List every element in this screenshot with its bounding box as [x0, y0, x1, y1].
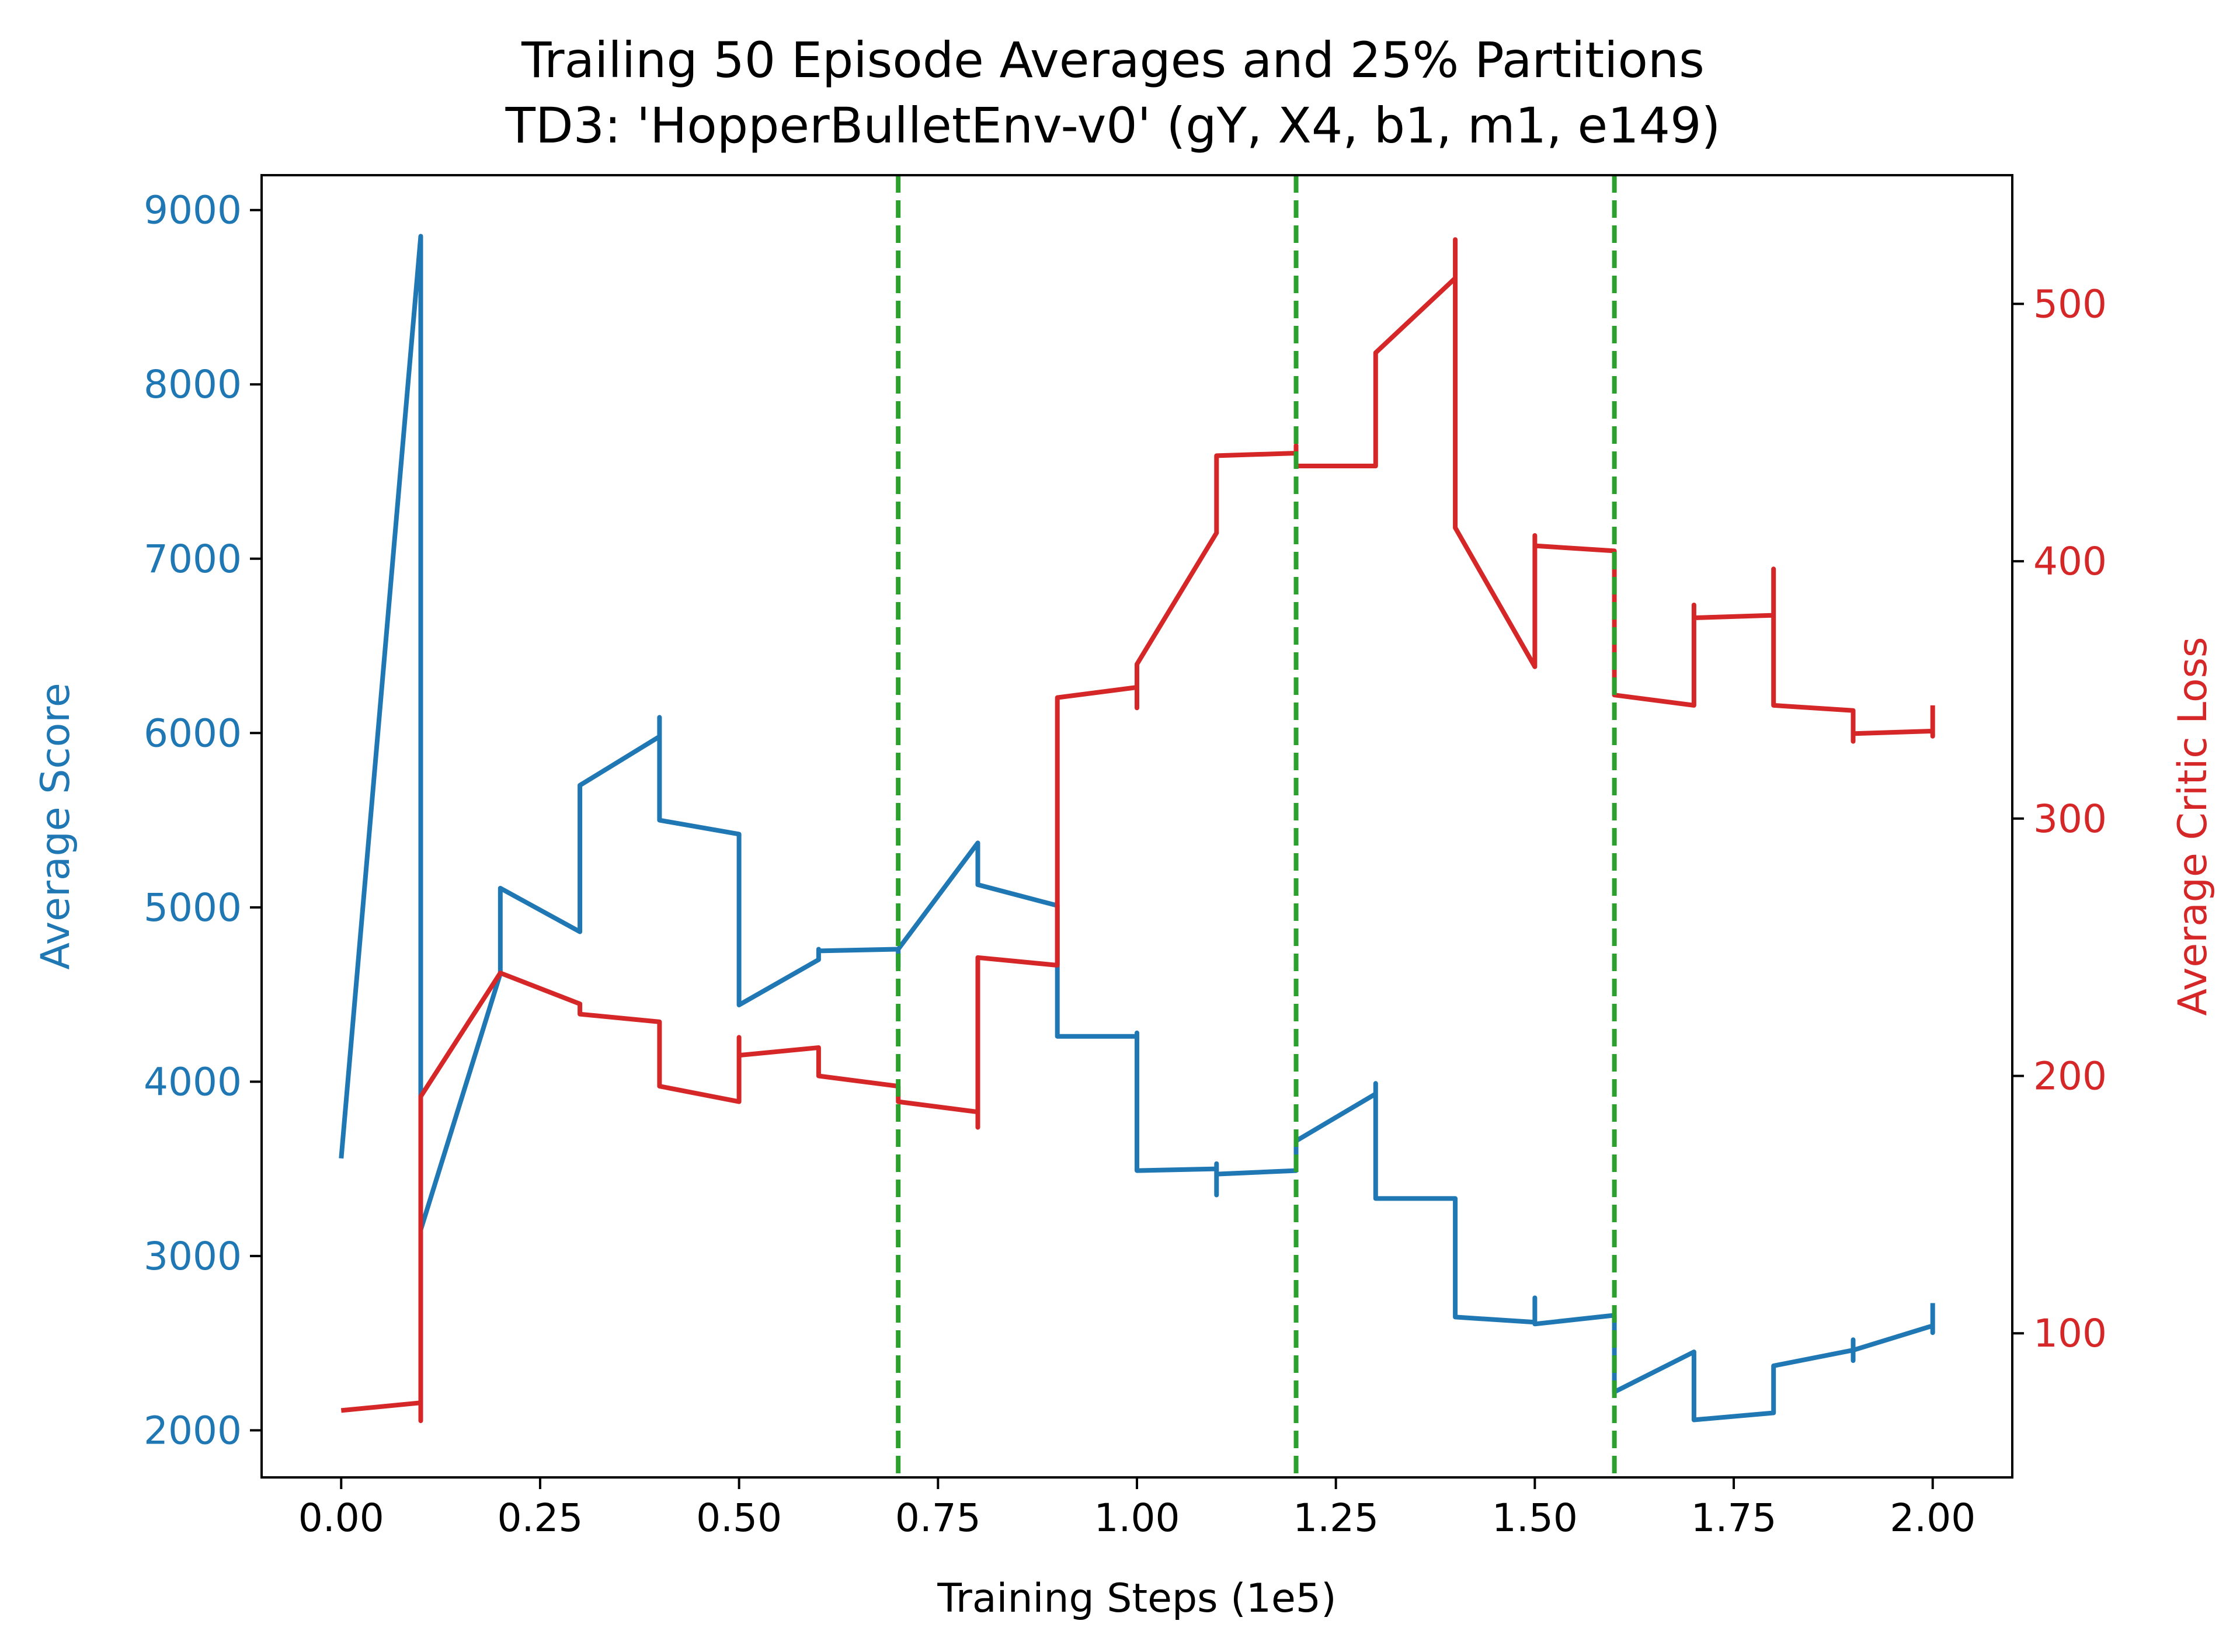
series-layer	[339, 234, 1935, 1423]
y-right-tick-label: 200	[2033, 1053, 2107, 1098]
chart-subtitle: TD3: 'HopperBulletEnv-v0' (gY, X4, b1, m…	[505, 97, 1721, 154]
x-tick-label: 1.25	[1293, 1496, 1379, 1540]
y-left-tick-label: 5000	[144, 885, 242, 930]
y-left-tick-label: 6000	[144, 711, 242, 756]
y-left-tick-label: 2000	[144, 1408, 242, 1453]
y-left-tick-label: 9000	[144, 188, 242, 233]
y-axis-label-left: Average Score	[33, 683, 79, 969]
series-line-average-score	[339, 234, 1935, 1423]
x-tick-label: 0.50	[696, 1496, 782, 1540]
series-line-average-critic-loss	[340, 237, 1935, 1423]
partition-layer	[896, 175, 1617, 1477]
x-axis-label: Training Steps (1e5)	[937, 1576, 1336, 1622]
y-left-tick-label: 4000	[144, 1059, 242, 1104]
y-right-tick-label: 100	[2033, 1311, 2107, 1356]
y-right-tick-label: 500	[2033, 281, 2107, 326]
ticks-layer: 0.00 0.25 0.50 0.75 1.00 1.25 1.50 1.75 2.00 2000…	[144, 188, 2107, 1540]
x-tick-label: 0.75	[895, 1496, 981, 1540]
x-tick-label: 0.00	[298, 1496, 384, 1540]
x-tick-label: 1.00	[1094, 1496, 1180, 1540]
y-left-tick-label: 3000	[144, 1234, 242, 1279]
y-left-tick-label: 7000	[144, 537, 242, 582]
x-tick-label: 0.25	[497, 1496, 583, 1540]
y-right-tick-label: 400	[2033, 539, 2107, 584]
y-left-tick-label: 8000	[144, 362, 242, 407]
plot-frame	[260, 174, 2013, 1479]
x-tick-label: 1.50	[1492, 1496, 1578, 1540]
chart-title: Trailing 50 Episode Averages and 25% Par…	[521, 32, 1705, 89]
x-tick-label: 1.75	[1691, 1496, 1777, 1540]
y-right-tick-label: 300	[2033, 797, 2107, 841]
x-tick-label: 2.00	[1890, 1496, 1975, 1540]
y-axis-label-right: Average Critic Loss	[2170, 637, 2216, 1016]
